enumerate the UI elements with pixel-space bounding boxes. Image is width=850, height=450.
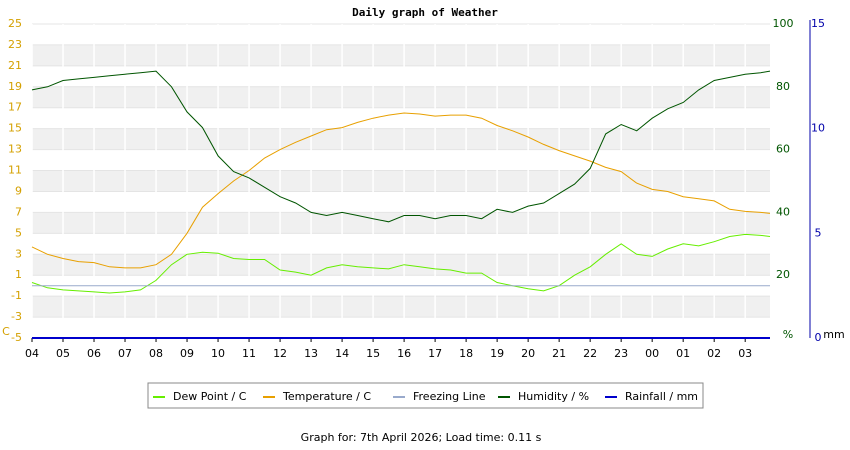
y-tick-label: -5 [11,331,22,344]
legend-label: Freezing Line [413,390,486,403]
grid-band [32,170,770,192]
chart-title: Daily graph of Weather [352,6,498,19]
y-unit-label: C [2,325,10,338]
x-tick-label: 04 [25,347,39,360]
series-line [31,70,771,223]
y2-unit-label: % [783,328,793,341]
x-tick-label: 09 [180,347,194,360]
x-tick-label: 03 [738,347,752,360]
y2-tick-label: 20 [776,268,790,281]
x-tick-label: 21 [552,347,566,360]
x-tick-label: 12 [273,347,287,360]
series-line [31,112,771,269]
grid-band [32,86,770,108]
y3-tick-label: 10 [811,122,825,135]
y-tick-label: 9 [15,184,22,197]
y3-tick-label: 15 [811,17,825,30]
x-tick-label: 18 [459,347,473,360]
legend-label: Dew Point / C [173,390,247,403]
x-tick-label: 14 [335,347,349,360]
x-tick-label: 22 [583,347,597,360]
y-tick-label: 1 [15,268,22,281]
y3-unit-label: mm [823,328,844,341]
legend-label: Rainfall / mm [625,390,698,403]
x-tick-label: 10 [211,347,225,360]
y-tick-label: 13 [8,143,22,156]
y-tick-label: 19 [8,80,22,93]
y-tick-label: 11 [8,164,22,177]
y-tick-label: 5 [15,226,22,239]
x-tick-label: 17 [428,347,442,360]
y-tick-label: 23 [8,38,22,51]
legend-label: Humidity / % [518,390,589,403]
x-tick-label: 11 [242,347,256,360]
y-tick-label: 3 [15,247,22,260]
grid-band [32,44,770,66]
y-tick-label: 21 [8,59,22,72]
footer: Graph for: 7th April 2026; Load time: 0.… [301,431,542,444]
y2-tick-label: 80 [776,80,790,93]
x-tick-label: 13 [304,347,318,360]
grid-band [32,254,770,276]
y3-tick-label: 0 [815,331,822,344]
x-tick-label: 20 [521,347,535,360]
y-tick-label: 15 [8,122,22,135]
series-line [31,233,771,294]
x-tick-label: 06 [87,347,101,360]
y2-tick-label: 100 [773,17,794,30]
x-tick-label: 01 [676,347,690,360]
grid-band [32,296,770,318]
x-tick-label: 08 [149,347,163,360]
y-tick-label: -1 [11,289,22,302]
x-tick-label: 05 [56,347,70,360]
y3-tick-label: 5 [815,226,822,239]
y-tick-label: -3 [11,310,22,323]
x-tick-label: 00 [645,347,659,360]
y-tick-label: 17 [8,101,22,114]
grid-band [32,212,770,234]
x-tick-label: 16 [397,347,411,360]
y2-tick-label: 40 [776,205,790,218]
grid-band [32,128,770,150]
y-tick-label: 7 [15,205,22,218]
x-tick-label: 19 [490,347,504,360]
legend-label: Temperature / C [282,390,371,403]
legend-box [147,382,704,409]
x-tick-label: 02 [707,347,721,360]
x-tick-label: 23 [614,347,628,360]
x-tick-label: 07 [118,347,132,360]
x-tick-label: 15 [366,347,380,360]
y2-tick-label: 60 [776,143,790,156]
y-tick-label: 25 [8,17,22,30]
